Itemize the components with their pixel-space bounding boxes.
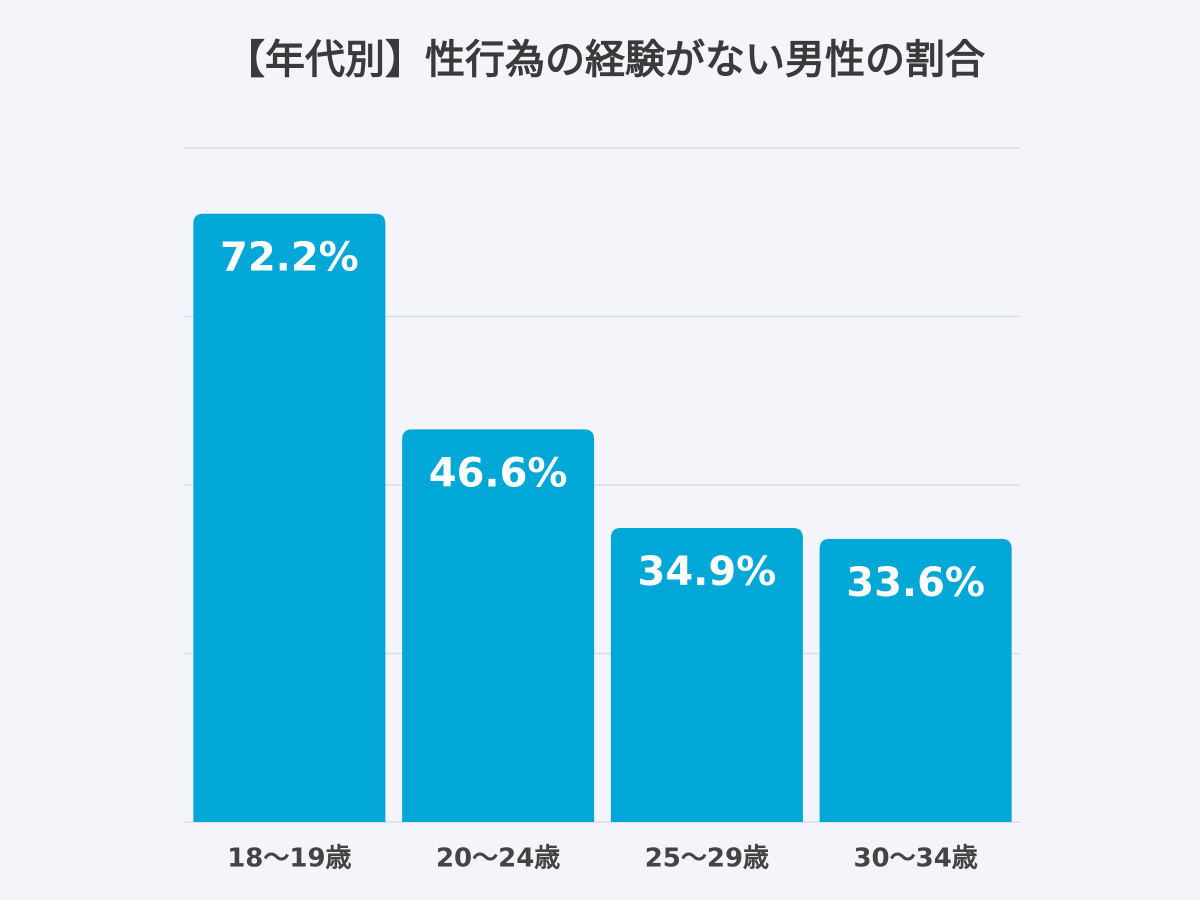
value-label: 34.9%: [637, 549, 776, 595]
bar: [193, 213, 386, 823]
x-tick-label: 25〜29歳: [645, 844, 769, 874]
value-label: 33.6%: [846, 560, 985, 606]
bar: [610, 527, 803, 822]
x-tick-label: 20〜24歳: [436, 844, 560, 874]
x-tick-label: 30〜34歳: [853, 844, 977, 874]
x-tick-label: 18〜19歳: [227, 844, 351, 874]
value-label: 46.6%: [429, 450, 568, 496]
bar: [819, 538, 1012, 822]
value-label: 72.2%: [220, 235, 359, 281]
chart-title: 【年代別】性行為の経験がない男性の割合: [225, 37, 986, 83]
bar: [402, 429, 595, 822]
